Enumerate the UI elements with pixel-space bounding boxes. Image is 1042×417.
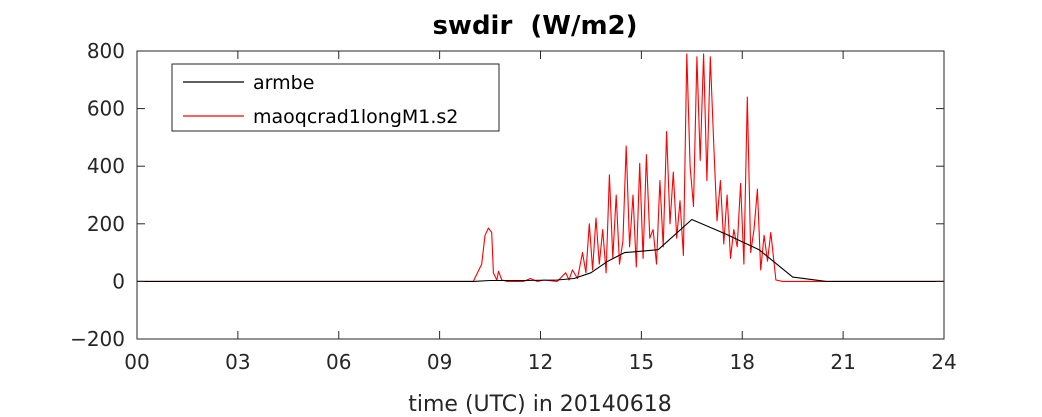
x-tick-label: 00: [124, 350, 149, 374]
y-tick-label: 0: [112, 269, 125, 293]
series-line-maoqcrad: [137, 53, 944, 282]
x-tick-label: 15: [629, 350, 654, 374]
y-tick-label: 200: [87, 212, 125, 236]
series-line-armbe: [137, 218, 944, 282]
x-tick-label: 09: [427, 350, 452, 374]
x-tick-label: 24: [931, 350, 956, 374]
legend: armbe maoqcrad1longM1.s2: [171, 63, 500, 132]
x-tick-label: 18: [730, 350, 755, 374]
y-tick-label: 800: [87, 39, 125, 63]
x-tick-label: 12: [528, 350, 553, 374]
y-tick-label: −200: [70, 327, 125, 351]
x-axis-label: time (UTC) in 20140618: [408, 392, 672, 417]
legend-label: armbe: [253, 72, 314, 94]
chart-title: swdir (W/m2): [432, 11, 637, 41]
x-tick-label: 21: [830, 350, 855, 374]
legend-label: maoqcrad1longM1.s2: [253, 106, 458, 128]
y-tick-label: 400: [87, 154, 125, 178]
x-tick-label: 03: [225, 350, 250, 374]
y-tick-label: 600: [87, 97, 125, 121]
x-tick-label: 06: [326, 350, 351, 374]
legend-box: [171, 63, 500, 132]
